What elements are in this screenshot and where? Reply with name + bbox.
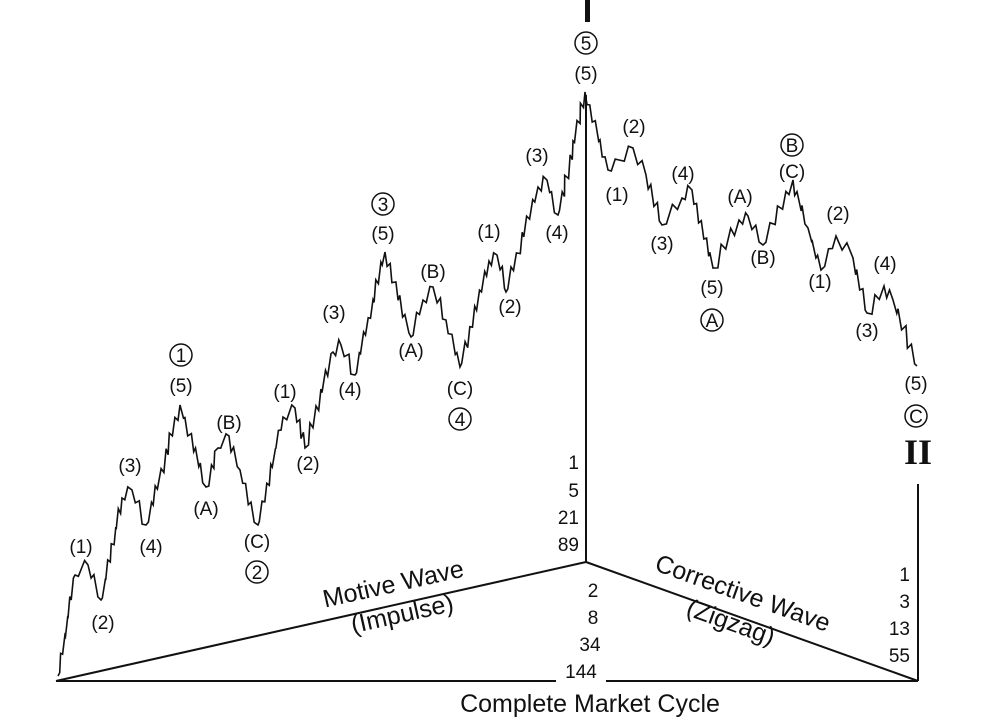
wave-5-sub-3: (3) bbox=[525, 146, 548, 167]
motive-base-line bbox=[55, 561, 587, 682]
count-motive-1: 1 bbox=[568, 453, 579, 474]
price-wave-path bbox=[57, 91, 918, 677]
wave-2-circle bbox=[245, 560, 269, 584]
wave-3-sub-2: (2) bbox=[296, 454, 319, 475]
motive-wave-labels: 1 (5) (1) (2) (3) (4) (A) (B) (C) 2 (1) … bbox=[69, 31, 598, 634]
wave-3-sub-4: (4) bbox=[338, 380, 361, 401]
count-total-4: 144 bbox=[565, 662, 597, 683]
wave-2-sub-b: (B) bbox=[216, 413, 241, 434]
wave-a-sub-1: (1) bbox=[605, 185, 628, 206]
wave-b-sub-b: (B) bbox=[750, 248, 775, 269]
wave-3-sub-1: (1) bbox=[273, 382, 296, 403]
corrective-wave-labels: (1) (2) (3) (4) (5) A (A) (B) B (C) (1) … bbox=[605, 117, 928, 428]
wave-c-sub-2: (2) bbox=[826, 204, 849, 225]
wave-a-sub-3: (3) bbox=[650, 234, 673, 255]
wave-c-sub-1: (1) bbox=[808, 272, 831, 293]
wave-2-sub-a: (A) bbox=[193, 499, 218, 520]
wave-b-circle bbox=[780, 133, 804, 157]
count-corrective-1: 1 bbox=[899, 565, 910, 586]
corrective-count-column: 1 3 13 55 bbox=[889, 565, 910, 667]
wave-4-sub-b: (B) bbox=[420, 262, 445, 283]
roman-i-bar bbox=[585, 0, 590, 22]
wave-a-label: A bbox=[706, 311, 719, 332]
wave-1-sub-2: (2) bbox=[91, 613, 114, 634]
wave-5-sub-5: (5) bbox=[574, 64, 597, 85]
wave-b-label: B bbox=[786, 136, 799, 157]
count-corrective-4: 55 bbox=[889, 646, 910, 667]
wave-c-sub-3: (3) bbox=[855, 321, 878, 342]
motive-count-column: 1 5 21 89 bbox=[558, 453, 579, 556]
total-count-column: 2 8 34 144 bbox=[565, 581, 601, 683]
count-total-1: 2 bbox=[588, 581, 599, 602]
wave-c-circle bbox=[904, 404, 928, 428]
wave-lines bbox=[57, 91, 918, 677]
wave-1-label: 1 bbox=[176, 346, 187, 367]
wave-c-sub-5: (5) bbox=[904, 374, 927, 395]
wave-a-sub-2: (2) bbox=[622, 117, 645, 138]
count-motive-4: 89 bbox=[558, 535, 579, 556]
wave-a-sub-5: (5) bbox=[700, 278, 723, 299]
count-motive-2: 5 bbox=[568, 481, 579, 502]
wave-3-sub-5: (5) bbox=[371, 224, 394, 245]
count-motive-3: 21 bbox=[558, 508, 579, 529]
wave-4-circle bbox=[448, 407, 472, 431]
wave-2-sub-c: (C) bbox=[244, 532, 270, 553]
structure-lines bbox=[55, 95, 919, 682]
corrective-base-line bbox=[585, 561, 919, 682]
count-total-3: 34 bbox=[579, 635, 601, 656]
wave-5-label: 5 bbox=[581, 34, 592, 55]
wave-1-sub-4: (4) bbox=[139, 537, 162, 558]
wave-2-label: 2 bbox=[252, 563, 263, 584]
wave-3-circle bbox=[371, 192, 395, 216]
count-corrective-3: 13 bbox=[889, 619, 910, 640]
wave-b-sub-c: (C) bbox=[779, 162, 805, 183]
count-total-2: 8 bbox=[588, 608, 599, 629]
wave-4-sub-c: (C) bbox=[447, 379, 473, 400]
wave-5-sub-4: (4) bbox=[545, 223, 568, 244]
wave-5-sub-1: (1) bbox=[477, 222, 500, 243]
wave-3-sub-3: (3) bbox=[322, 303, 345, 324]
wave-3-label: 3 bbox=[378, 195, 389, 216]
wave-a-circle bbox=[700, 308, 724, 332]
wave-1-sub-5: (5) bbox=[169, 376, 192, 397]
wave-c-label: C bbox=[909, 407, 923, 428]
wave-4-label: 4 bbox=[455, 410, 466, 431]
wave-5-circle bbox=[574, 31, 598, 55]
roman-ii-label: II bbox=[904, 432, 932, 472]
wave-4-sub-a: (A) bbox=[398, 341, 423, 362]
wave-a-sub-4: (4) bbox=[671, 164, 694, 185]
wave-1-sub-1: (1) bbox=[69, 537, 92, 558]
wave-b-sub-a: (A) bbox=[727, 187, 752, 208]
wave-1-circle bbox=[169, 343, 193, 367]
complete-market-cycle-label: Complete Market Cycle bbox=[460, 690, 720, 718]
count-corrective-2: 3 bbox=[899, 592, 910, 613]
wave-5-sub-2: (2) bbox=[498, 297, 521, 318]
wave-1-sub-3: (3) bbox=[118, 456, 141, 477]
wave-c-sub-4: (4) bbox=[873, 254, 896, 275]
